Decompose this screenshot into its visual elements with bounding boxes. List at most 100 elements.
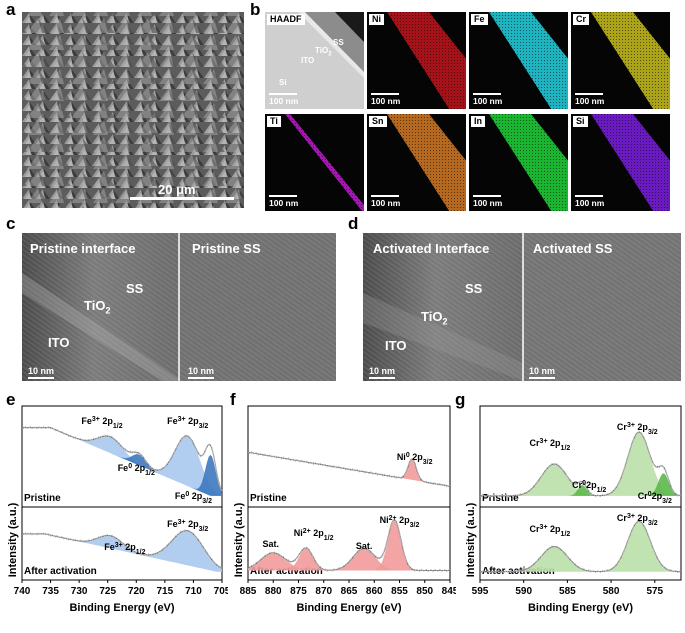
x-tick-label: 880 (265, 586, 282, 597)
pristine-fe-raw (21, 425, 223, 491)
scale-bar (269, 93, 297, 95)
eds-map-si: Si 100 nm (571, 114, 670, 211)
label-ito: ITO (48, 335, 70, 350)
tem-texture-activated (363, 233, 681, 381)
x-tick-label: 855 (391, 586, 408, 597)
scale-bar (269, 195, 297, 197)
y-axis-label: Intensity (a.u.) (465, 502, 477, 577)
scale-bar (369, 377, 395, 379)
after-fe-raw (21, 529, 223, 569)
annot-ni2-2p32: Ni2+ 2p3/2 (380, 515, 420, 529)
scale-label: 10 nm (28, 366, 55, 376)
x-tick-label: 705 (214, 586, 228, 597)
x-tick-label: 575 (646, 586, 663, 597)
scale-bar (575, 93, 603, 95)
annot-ni2-2p12: Ni2+ 2p1/2 (294, 528, 334, 542)
x-tick-label: 735 (42, 586, 59, 597)
tem-texture-pristine (22, 233, 336, 381)
label-pristine: Pristine (482, 493, 519, 504)
x-tick-label: 595 (472, 586, 489, 597)
label-tio2: TiO2 (421, 309, 448, 327)
scale-bar (130, 197, 234, 200)
label-ito: ITO (385, 338, 407, 353)
eds-map-haadf: HAADF 100 nm SS TiO2 ITO Si (265, 12, 364, 109)
annot-cr3-2p12: Cr3+ 2p1/2 (530, 438, 571, 452)
y-axis-label: Intensity (a.u.) (7, 502, 19, 577)
scale-bar (529, 377, 555, 379)
after-cr-raw (479, 519, 682, 574)
x-tick-label: 585 (559, 586, 576, 597)
xps-fe-chart: 740 735 730 725 720 715 710 705 Binding Energy (… (7, 405, 228, 614)
sem-texture (22, 12, 244, 208)
scale-label: 10 nm (529, 366, 556, 376)
label-after: After activation (250, 566, 323, 577)
xps-cr-chart: 595 590 585 580 575 Binding Energy (eV) Intens… (465, 405, 682, 614)
panel-label-a: a (6, 0, 16, 19)
after-cr-peak (480, 521, 681, 572)
title-pristine-interface: Pristine interface (30, 241, 136, 256)
pristine-fe-peak (22, 427, 222, 496)
eds-map-tag: HAADF (267, 14, 305, 25)
eds-map-sn: Sn 100 nm (367, 114, 466, 211)
eds-map-in: In 100 nm (469, 114, 568, 211)
x-tick-label: 850 (416, 586, 433, 597)
panel-label-g: g (455, 390, 466, 409)
title-pristine-ss: Pristine SS (192, 241, 261, 256)
label-ss: SS (465, 281, 483, 296)
annot-sat-1: Sat. (262, 539, 279, 549)
haadf-label-ss: SS (333, 38, 344, 47)
scale-label: 10 nm (188, 366, 215, 376)
x-tick-label: 730 (71, 586, 88, 597)
x-tick-label: 740 (14, 586, 31, 597)
eds-maps: HAADF 100 nm SS TiO2 ITO Si Ni 100 nm Fe 100 nm Cr… (265, 12, 683, 212)
panel-label-c: c (6, 214, 16, 233)
x-tick-label: 845 (442, 586, 456, 597)
after-ni-peak (248, 548, 450, 571)
scale-bar (473, 93, 501, 95)
scale-label: 100 nm (371, 96, 401, 106)
haadf-label-tio2: TiO2 (315, 46, 332, 58)
haadf-label-si: Si (279, 78, 287, 87)
eds-map-tag: Cr (573, 14, 590, 25)
after-ni-peak (248, 548, 450, 571)
after-ni-raw (247, 517, 451, 573)
x-axis-label: Binding Energy (eV) (528, 602, 633, 614)
scale-bar (188, 377, 214, 379)
scale-bar (371, 93, 399, 95)
annot-fe3-2p12-after: Fe3+ 2p1/2 (104, 542, 145, 556)
x-tick-label: 715 (157, 586, 174, 597)
x-tick-label: 865 (341, 586, 358, 597)
pristine-cr-peak (480, 473, 681, 496)
label-after: After activation (24, 566, 97, 577)
title-activated-interface: Activated Interface (373, 241, 490, 256)
x-tick-label: 875 (290, 586, 307, 597)
scale-bar (473, 195, 501, 197)
annot-fe3-2p32: Fe3+ 2p3/2 (167, 416, 208, 430)
label-pristine: Pristine (24, 493, 61, 504)
annot-fe3-2p12: Fe3+ 2p1/2 (81, 416, 122, 430)
scale-bar (371, 195, 399, 197)
x-axis-label: Binding Energy (eV) (296, 602, 401, 614)
pristine-fe-peak (22, 427, 222, 496)
eds-map-tag: Fe (471, 14, 488, 25)
annot-cr3-2p12-after: Cr3+ 2p1/2 (530, 524, 571, 538)
panel-label-b: b (250, 0, 261, 19)
scale-label: 100 nm (473, 96, 503, 106)
xps-ni-chart: 885 880 875 870 865 860 855 850 845 Binding Energ… (233, 405, 456, 614)
label-tio2: TiO2 (84, 298, 111, 316)
x-tick-label: 720 (128, 586, 145, 597)
scale-bar-label: 20 μm (158, 182, 196, 197)
x-tick-label: 725 (99, 586, 116, 597)
y-axis-label: Intensity (a.u.) (233, 502, 245, 577)
eds-map-cr: Cr 100 nm (571, 12, 670, 109)
scale-label: 10 nm (369, 366, 396, 376)
label-pristine: Pristine (250, 493, 287, 504)
tem-image-pristine: Pristine interface Pristine SS SS TiO2 I… (22, 233, 336, 381)
sem-image: 20 μm (22, 12, 244, 208)
scale-label: 100 nm (575, 96, 605, 106)
haadf-label-ito: ITO (301, 56, 315, 65)
x-tick-label: 860 (366, 586, 383, 597)
pristine-cr-peak (480, 484, 681, 496)
scale-bar (28, 377, 54, 379)
panel-label-e: e (6, 390, 16, 409)
